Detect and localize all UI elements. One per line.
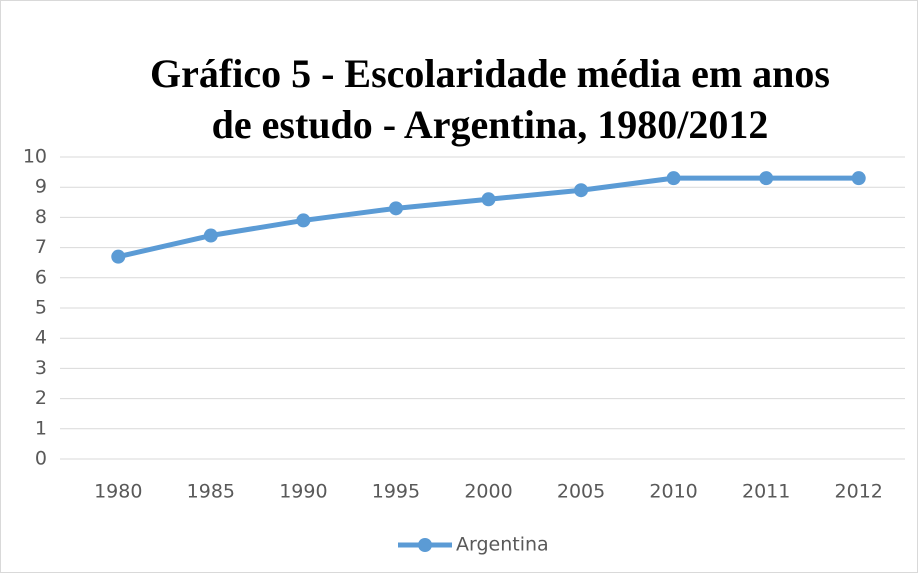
x-tick-label: 2000 bbox=[464, 481, 512, 503]
x-tick-label: 2012 bbox=[835, 481, 883, 503]
data-point bbox=[388, 201, 403, 216]
y-tick-label: 5 bbox=[35, 297, 47, 319]
data-point bbox=[296, 213, 311, 228]
x-tick-label: 2011 bbox=[742, 481, 790, 503]
data-point bbox=[759, 171, 774, 186]
x-tick-label: 2005 bbox=[557, 481, 605, 503]
data-point bbox=[851, 171, 866, 186]
y-tick-label: 4 bbox=[35, 327, 47, 349]
y-tick-label: 9 bbox=[35, 176, 47, 198]
y-tick-label: 6 bbox=[35, 266, 47, 288]
chart-title: de estudo - Argentina, 1980/2012 bbox=[212, 102, 769, 147]
y-tick-label: 10 bbox=[23, 146, 47, 168]
y-tick-label: 8 bbox=[35, 206, 47, 228]
x-tick-label: 1985 bbox=[187, 481, 235, 503]
y-tick-label: 0 bbox=[35, 448, 47, 470]
legend-label: Argentina bbox=[456, 534, 549, 556]
data-point bbox=[666, 171, 681, 186]
data-point bbox=[481, 192, 496, 207]
data-point bbox=[111, 249, 126, 264]
x-tick-label: 2010 bbox=[649, 481, 697, 503]
chart-title: Gráfico 5 - Escolaridade média em anos bbox=[150, 51, 830, 96]
y-tick-label: 1 bbox=[35, 417, 47, 439]
y-tick-label: 2 bbox=[35, 387, 47, 409]
y-tick-label: 3 bbox=[35, 357, 47, 379]
y-tick-label: 7 bbox=[35, 236, 47, 258]
x-tick-label: 1995 bbox=[372, 481, 420, 503]
data-point bbox=[574, 183, 589, 198]
x-tick-label: 1980 bbox=[94, 481, 142, 503]
x-tick-label: 1990 bbox=[279, 481, 327, 503]
data-point bbox=[203, 228, 218, 243]
legend-marker bbox=[418, 538, 432, 552]
